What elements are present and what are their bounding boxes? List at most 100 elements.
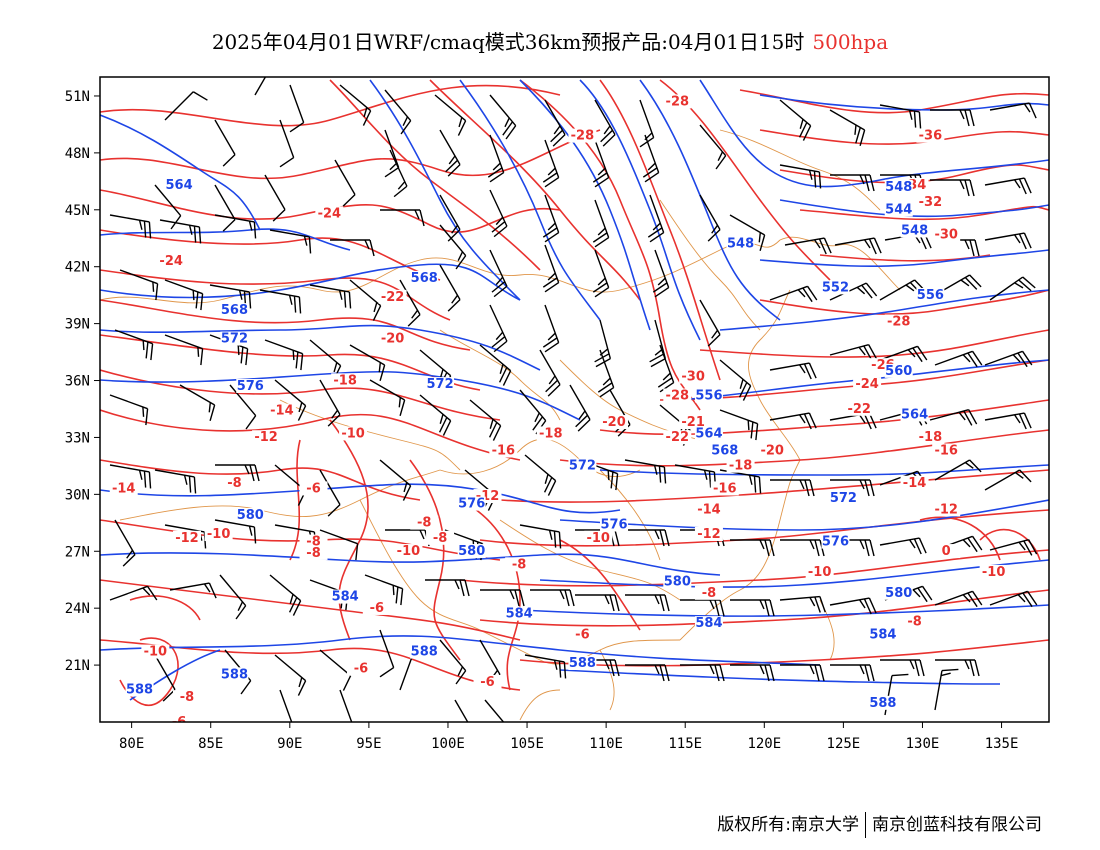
barb-flag (222, 219, 236, 232)
barb-staff (439, 194, 461, 230)
height-contour (100, 263, 521, 301)
barb-flag (959, 179, 965, 190)
barb-flag (964, 277, 978, 290)
boundary-line (519, 689, 561, 721)
barb-staff (569, 384, 591, 420)
barb-flag (703, 470, 708, 480)
lon-tick-label: 85E (198, 736, 223, 752)
barb-flag (814, 664, 820, 682)
barb-flag (650, 358, 666, 368)
barb-flag (544, 177, 560, 188)
temperature-label-bg (568, 627, 597, 642)
temperature-label: -22 (666, 430, 690, 445)
height-label-bg (457, 544, 486, 559)
barb-staff (984, 469, 1020, 491)
barb-staff (229, 384, 257, 417)
barb-flag (600, 129, 613, 143)
temperature-label: -10 (808, 565, 832, 580)
wind-barb (729, 214, 766, 252)
barb-flag (604, 659, 610, 670)
height-contour (599, 464, 1049, 476)
lon-tick-label: 90E (277, 736, 302, 752)
barb-flag (913, 538, 922, 555)
barb-flag (868, 344, 878, 360)
temperature-isotherm (479, 589, 1049, 627)
wind-barb (657, 344, 675, 393)
temperature-label: -10 (207, 527, 231, 542)
temperature-label: -14 (270, 404, 294, 419)
barb-flag (297, 405, 307, 421)
temperature-label-bg (489, 443, 518, 458)
barb-staff (729, 214, 765, 236)
barb-flag (715, 155, 727, 170)
barb-flag (503, 727, 507, 736)
barb-flag (542, 172, 558, 183)
temperature-label-bg (267, 403, 296, 418)
barb-flag (753, 476, 757, 493)
wind-barb (439, 194, 461, 242)
barb-staff (369, 379, 405, 401)
lat-tick-label: 21N (65, 658, 90, 674)
height-label-bg (884, 179, 913, 194)
temperature-isotherm (100, 189, 561, 233)
barb-flag (308, 236, 312, 254)
barb-flag (769, 539, 775, 557)
wind-barb (989, 538, 1038, 556)
barb-flag (941, 668, 959, 672)
barb-staff (989, 590, 1028, 606)
barb-flag (392, 585, 395, 596)
temperature-label: -8 (512, 557, 526, 572)
barb-flag (597, 167, 606, 176)
wind-barb (399, 279, 421, 327)
barb-flag (142, 406, 145, 417)
barb-flag (609, 659, 615, 677)
lat-tick-label: 36N (65, 374, 90, 390)
barb-flag (804, 479, 810, 497)
barb-staff (519, 389, 547, 422)
boundary-line (359, 499, 481, 631)
barb-flag (237, 601, 244, 611)
temperature-label: -10 (586, 531, 610, 546)
barb-flag (813, 171, 817, 188)
height-label-bg (236, 508, 265, 523)
height-label: 564 (166, 178, 193, 193)
height-label-bg (568, 458, 597, 473)
barb-flag (1013, 234, 1021, 244)
barb-flag (288, 597, 298, 613)
wind-barb (164, 334, 204, 366)
barb-flag (553, 125, 561, 135)
wind-barb (719, 409, 759, 441)
barb-flag (664, 594, 670, 612)
barb-staff (439, 129, 461, 165)
barb-staff (274, 654, 307, 682)
barb-flag (240, 680, 252, 695)
barb-staff (489, 134, 505, 173)
barb-staff (164, 91, 194, 121)
barb-flag (558, 531, 562, 549)
barb-staff (179, 384, 215, 406)
wind-barb (592, 199, 610, 248)
barb-flag (819, 664, 825, 682)
barb-flag (1018, 541, 1026, 551)
barb-flag (145, 341, 149, 359)
barb-staff (109, 464, 150, 473)
height-label: 580 (664, 574, 691, 589)
height-contour (699, 79, 1049, 188)
barb-staff (319, 529, 358, 545)
wind-barb (930, 109, 975, 127)
barb-flag (489, 419, 494, 429)
wind-barb (592, 139, 610, 188)
barb-staff (159, 219, 200, 228)
barb-flag (599, 387, 615, 398)
wind-barb (780, 664, 825, 682)
lat-tick-label: 27N (65, 544, 90, 560)
temperature-label-bg (853, 377, 882, 392)
wind-barb (542, 139, 560, 188)
barb-flag (288, 295, 293, 305)
temperature-label: -8 (306, 546, 320, 561)
barb-flag (891, 673, 909, 677)
wind-barb (334, 159, 356, 207)
barb-flag (818, 238, 827, 255)
barb-flag (964, 109, 970, 127)
barb-flag (293, 296, 297, 313)
